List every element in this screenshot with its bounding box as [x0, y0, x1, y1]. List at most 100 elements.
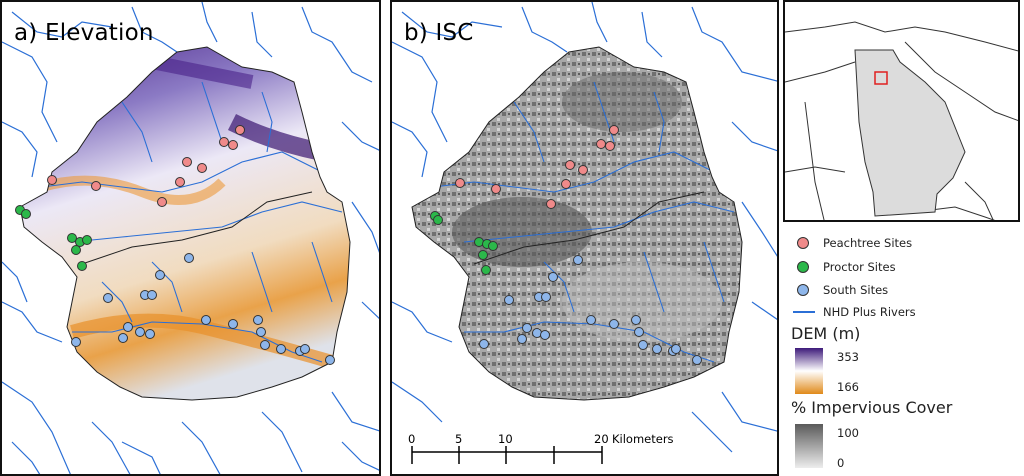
site-marker[interactable] — [455, 178, 465, 188]
site-marker[interactable] — [578, 165, 588, 175]
site-marker[interactable] — [561, 179, 571, 189]
rivers-background — [2, 2, 379, 474]
site-marker[interactable] — [219, 137, 229, 147]
site-marker[interactable] — [256, 327, 266, 337]
site-marker[interactable] — [491, 184, 501, 194]
scale-tick-5: 5 — [455, 432, 463, 446]
legend-south-label: South Sites — [823, 283, 889, 297]
dem-low-label: 166 — [837, 380, 859, 394]
site-marker[interactable] — [565, 160, 575, 170]
site-marker[interactable] — [182, 157, 192, 167]
dem-legend-title: DEM (m) — [791, 324, 861, 343]
site-marker[interactable] — [123, 322, 133, 332]
site-marker[interactable] — [71, 245, 81, 255]
site-marker[interactable] — [546, 199, 556, 209]
elevation-map-panel: a) Elevation — [0, 0, 381, 476]
study-area-box — [874, 71, 888, 85]
site-marker[interactable] — [596, 139, 606, 149]
site-marker[interactable] — [573, 255, 583, 265]
site-marker[interactable] — [609, 125, 619, 135]
site-marker[interactable] — [135, 327, 145, 337]
site-marker[interactable] — [103, 293, 113, 303]
site-marker[interactable] — [517, 334, 527, 344]
dem-high-label: 353 — [837, 350, 859, 364]
site-marker[interactable] — [253, 315, 263, 325]
isc-color-ramp — [795, 424, 823, 468]
site-marker[interactable] — [541, 292, 551, 302]
site-marker[interactable] — [118, 333, 128, 343]
site-marker[interactable] — [634, 327, 644, 337]
site-marker[interactable] — [228, 319, 238, 329]
scale-tick-0: 0 — [408, 432, 416, 446]
site-marker[interactable] — [478, 250, 488, 260]
isc-map — [392, 2, 777, 464]
dem-color-ramp — [795, 348, 823, 394]
site-marker[interactable] — [692, 355, 702, 365]
site-marker[interactable] — [586, 315, 596, 325]
peachtree-circle-icon — [797, 237, 809, 249]
watershed-boundary — [411, 46, 743, 401]
elevation-map — [2, 2, 379, 474]
site-marker[interactable] — [67, 233, 77, 243]
legend-peachtree: Peachtree Sites — [793, 234, 912, 252]
panel-b-label: b) ISC — [404, 20, 474, 46]
site-marker[interactable] — [522, 323, 532, 333]
rivers-background — [392, 2, 777, 453]
proctor-sites — [430, 211, 498, 275]
scale-unit: Kilometers — [612, 432, 674, 446]
peachtree-sites — [47, 125, 245, 207]
site-marker[interactable] — [77, 261, 87, 271]
site-marker[interactable] — [479, 339, 489, 349]
legend-proctor-label: Proctor Sites — [823, 260, 896, 274]
site-marker[interactable] — [147, 290, 157, 300]
site-marker[interactable] — [548, 272, 558, 282]
proctor-circle-icon — [797, 261, 809, 273]
scale-tick-10: 10 — [498, 432, 513, 446]
site-marker[interactable] — [47, 175, 57, 185]
watershed-boundary — [19, 46, 351, 401]
site-marker[interactable] — [228, 140, 238, 150]
legend-rivers: NHD Plus Rivers — [793, 303, 916, 321]
site-marker[interactable] — [671, 344, 681, 354]
panel-a-label: a) Elevation — [14, 20, 154, 46]
site-marker[interactable] — [504, 295, 514, 305]
site-marker[interactable] — [609, 319, 619, 329]
scale-bar — [411, 446, 603, 464]
site-marker[interactable] — [235, 125, 245, 135]
site-marker[interactable] — [260, 340, 270, 350]
site-marker[interactable] — [605, 141, 615, 151]
site-marker[interactable] — [157, 197, 167, 207]
legend-rivers-label: NHD Plus Rivers — [823, 305, 916, 319]
site-marker[interactable] — [155, 270, 165, 280]
isc-map-panel: b) ISC 0 5 10 20 Kilometers — [390, 0, 779, 476]
proctor-sites — [15, 205, 92, 271]
site-marker[interactable] — [91, 181, 101, 191]
site-marker[interactable] — [325, 355, 335, 365]
site-marker[interactable] — [21, 209, 31, 219]
legend-proctor: Proctor Sites — [793, 258, 896, 276]
river-line-icon — [793, 311, 815, 313]
isc-low-label: 0 — [837, 456, 845, 470]
site-marker[interactable] — [488, 241, 498, 251]
site-marker[interactable] — [71, 337, 81, 347]
site-marker[interactable] — [638, 340, 648, 350]
site-marker[interactable] — [276, 344, 286, 354]
site-marker[interactable] — [652, 344, 662, 354]
site-marker[interactable] — [433, 215, 443, 225]
site-marker[interactable] — [145, 329, 155, 339]
site-marker[interactable] — [631, 315, 641, 325]
site-marker[interactable] — [300, 344, 310, 354]
site-marker[interactable] — [481, 265, 491, 275]
site-marker[interactable] — [540, 330, 550, 340]
site-marker[interactable] — [184, 253, 194, 263]
site-marker[interactable] — [175, 177, 185, 187]
site-marker[interactable] — [82, 235, 92, 245]
locator-inset-map — [783, 0, 1020, 222]
georgia-state — [854, 49, 966, 217]
site-marker[interactable] — [201, 315, 211, 325]
legend-south: South Sites — [793, 281, 888, 299]
subbasin-boundary — [473, 191, 705, 265]
south-circle-icon — [797, 284, 809, 296]
site-marker[interactable] — [197, 163, 207, 173]
subbasin-boundary — [81, 191, 313, 265]
